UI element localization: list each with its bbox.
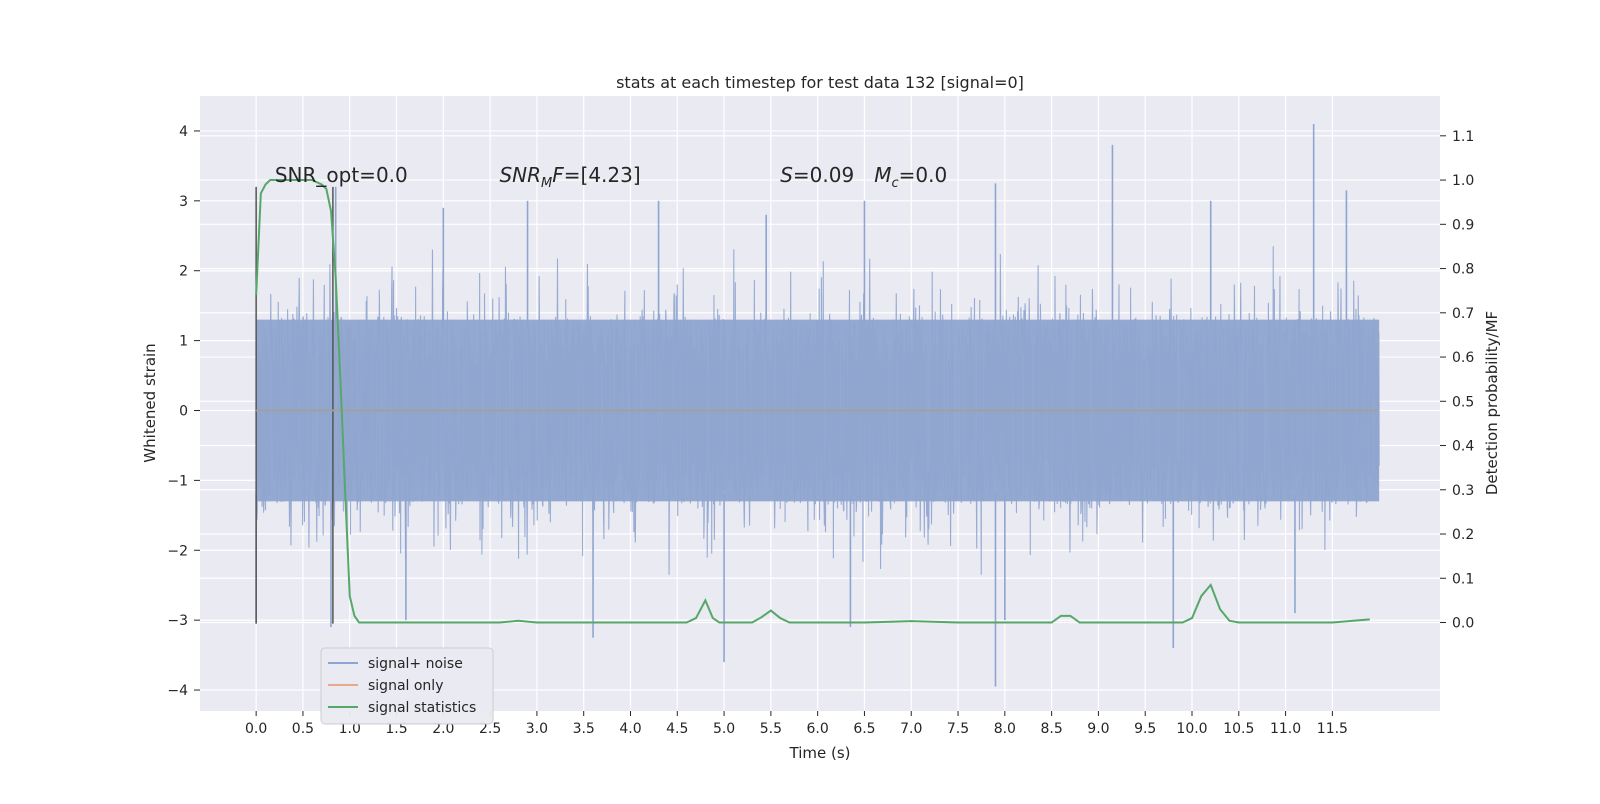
x-tick-label: 8.5 [1040,721,1062,737]
x-tick-label: 3.0 [526,721,548,737]
x-tick-label: 9.0 [1087,721,1109,737]
y-right-tick-label: 0.2 [1452,527,1474,543]
y-tick-label: 2 [179,264,188,280]
legend-box [320,647,494,725]
legend-label: signal+ noise [368,656,463,672]
y-tick-label: 1 [179,334,188,350]
x-tick-label: 10.0 [1176,721,1207,737]
x-tick-label: 4.5 [666,721,688,737]
x-tick-label: 10.5 [1223,721,1254,737]
x-tick-label: 11.0 [1270,721,1301,737]
legend: signal+ noise signal only signal statistic… [320,647,494,725]
x-tick-label: 8.0 [994,721,1016,737]
series-signal-statistics [255,179,1370,624]
y-right-tick-label: 1.0 [1452,173,1474,189]
x-tick-label: 3.5 [573,721,595,737]
data-series [255,123,1380,687]
axes: 0.0 0.5 1.0 1.5 2.0 2.5 3.0 3.5 4.0 4.5 5.0 5.5 6.0 6… [167,124,1474,737]
y-tick-label: 4 [179,124,188,140]
y-tick-label: −4 [167,683,188,699]
y-tick-label: 0 [179,403,188,419]
y-axis-label: Whitened strain [141,343,159,462]
y-right-tick-label: 0.1 [1452,571,1474,587]
y-tick-label: −1 [167,473,188,489]
y-tick-label: −2 [167,543,188,559]
x-tick-label: 11.5 [1317,721,1348,737]
y-tick-label: −3 [167,613,188,629]
x-tick-label: 5.5 [760,721,782,737]
x-axis-label: Time (s) [789,744,851,762]
y-tick-label: 3 [179,194,188,210]
x-tick-label: 5.0 [713,721,735,737]
x-tick-label: 6.5 [853,721,875,737]
x-tick-label: 0.5 [292,721,314,737]
y-right-tick-label: 0.4 [1452,439,1474,455]
annotation-snr-mf: SNRMF=[4.23] [499,163,640,191]
y-right-tick-label: 0.0 [1452,616,1474,632]
x-tick-label: 7.5 [947,721,969,737]
annotation-s-mc: S=0.09 Mc=0.0 [780,163,947,191]
x-tick-label: 1.0 [339,721,361,737]
chart-title: stats at each timestep for test data 132… [616,73,1024,92]
x-tick-label: 2.0 [432,721,454,737]
y-right-tick-label: 0.7 [1452,306,1474,322]
y-axis-right-label: Detection probability/MF [1483,311,1501,495]
x-tick-label: 6.0 [807,721,829,737]
x-tick-label: 1.5 [385,721,407,737]
y-right-tick-label: 0.6 [1452,350,1474,366]
annotation-snr-opt: SNR_opt=0.0 [275,163,408,187]
x-tick-label: 9.5 [1134,721,1156,737]
x-tick-label: 0.0 [245,721,267,737]
y-right-tick-label: 0.8 [1452,262,1474,278]
y-right-tick-label: 0.3 [1452,483,1474,499]
y-right-tick-label: 0.9 [1452,217,1474,233]
annotations: SNR_opt=0.0 SNRMF=[4.23] S=0.09 Mc=0.0 [275,163,947,191]
x-tick-label: 4.0 [619,721,641,737]
y-right-tick-label: 1.1 [1452,129,1474,145]
x-tick-label: 2.5 [479,721,501,737]
y-right-tick-label: 0.5 [1452,394,1474,410]
x-tick-label: 7.0 [900,721,922,737]
legend-label: signal statistics [368,700,476,716]
legend-label: signal only [368,678,443,694]
